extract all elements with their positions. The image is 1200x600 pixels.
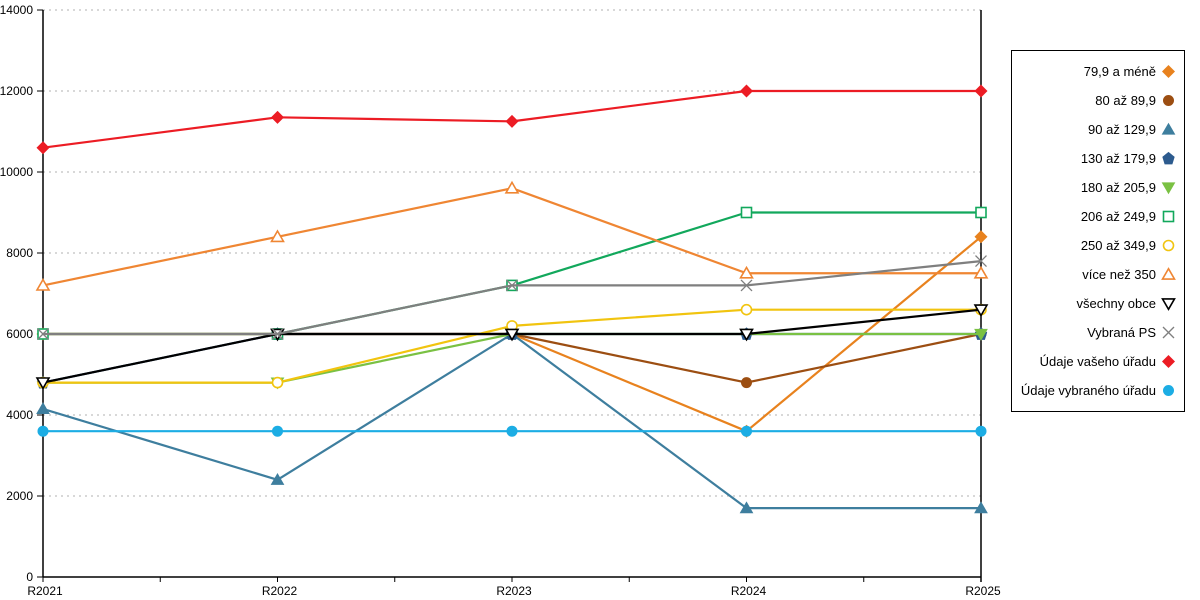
legend-item-label: 180 až 205,9 [1080, 180, 1156, 195]
legend-item-1[interactable]: 79,9 a méně [1016, 57, 1176, 86]
legend-item-11[interactable]: Údaje vašeho úřadu [1016, 347, 1176, 376]
y-tick-label: 12000 [0, 84, 33, 98]
chart-legend: 79,9 a méně 80 až 89,9 90 až 129,9 130 až 1… [1011, 50, 1185, 412]
legend-item-label: 206 až 249,9 [1080, 209, 1156, 224]
data-point-marker [739, 328, 754, 342]
series-7 [37, 303, 987, 389]
diamond-legend-icon [1161, 354, 1176, 369]
legend-item-10[interactable]: Vybraná PS [1016, 318, 1176, 347]
diamond-legend-icon [1161, 64, 1176, 79]
y-tick-label: 10000 [0, 165, 33, 179]
series-line [42, 187, 981, 287]
legend-item-5[interactable]: 180 až 205,9 [1016, 173, 1176, 202]
x-tick-label: R2021 [27, 584, 63, 598]
legend-item-label: 79,9 a méně [1083, 64, 1156, 79]
legend-item-label: Vybraná PS [1087, 325, 1156, 340]
series-3 [36, 327, 988, 514]
y-tick-label: 6000 [6, 327, 33, 341]
data-point-marker [272, 425, 283, 437]
triangle-down-legend-icon [1161, 298, 1176, 311]
data-point-marker [740, 206, 753, 219]
square-legend-icon [1162, 210, 1175, 223]
triangle-up-legend-icon [1161, 122, 1176, 135]
legend-item-12[interactable]: Údaje vybraného úřadu [1016, 376, 1176, 405]
legend-item-8[interactable]: více než 350 [1016, 260, 1176, 289]
data-point-marker [741, 377, 752, 389]
series-9 [35, 304, 989, 391]
legend-item-label: Údaje vybraného úřadu [1020, 383, 1156, 398]
series-12 [37, 425, 987, 437]
data-point-marker [271, 376, 284, 389]
legend-item-3[interactable]: 90 až 129,9 [1016, 115, 1176, 144]
x-tick-label: R2023 [496, 584, 532, 598]
y-tick-label: 8000 [6, 246, 33, 260]
data-point-marker [270, 229, 285, 243]
legend-item-label: 90 až 129,9 [1088, 122, 1156, 137]
data-point-marker [35, 377, 51, 391]
series-line [42, 332, 981, 510]
legend-item-7[interactable]: 250 až 349,9 [1016, 231, 1176, 260]
data-point-marker [504, 180, 520, 194]
x-tick-label: R2022 [262, 584, 298, 598]
legend-item-4[interactable]: 130 až 179,9 [1016, 144, 1176, 173]
data-point-marker [740, 279, 753, 292]
data-point-marker [739, 501, 754, 514]
legend-item-label: 80 až 89,9 [1095, 93, 1156, 108]
legend-item-9[interactable]: všechny obce [1016, 289, 1176, 318]
data-point-marker [975, 425, 987, 437]
data-point-marker [975, 206, 987, 219]
data-point-marker [37, 425, 49, 437]
x-tick-label: R2025 [965, 584, 1001, 598]
series-11 [36, 84, 988, 155]
data-point-marker [973, 265, 989, 279]
y-tick-label: 0 [26, 570, 33, 584]
data-point-marker [975, 255, 987, 268]
circle-legend-icon [1163, 385, 1174, 396]
circle-legend-icon [1163, 95, 1174, 106]
y-tick-label: 4000 [6, 408, 33, 422]
legend-item-label: Údaje vašeho úřadu [1039, 354, 1156, 369]
data-point-marker [35, 277, 51, 291]
data-point-marker [974, 84, 988, 98]
data-point-marker [974, 501, 988, 514]
data-point-marker [504, 328, 520, 342]
data-point-marker [740, 303, 753, 316]
pentagon-legend-icon [1162, 151, 1175, 165]
data-point-marker [506, 425, 518, 437]
data-point-marker [974, 230, 988, 244]
data-point-marker [739, 84, 754, 98]
x-legend-icon [1162, 326, 1175, 339]
series-10 [37, 255, 987, 340]
y-tick-label: 14000 [0, 3, 33, 17]
data-point-marker [271, 328, 284, 340]
data-point-marker [36, 141, 50, 155]
data-point-marker [270, 472, 285, 485]
data-point-marker [741, 425, 752, 437]
legend-item-label: všechny obce [1076, 296, 1157, 311]
series-8 [35, 180, 989, 291]
axes: 0 2000 4000 6000 8000 10000 12000 14000 R2021 R20… [0, 3, 1001, 598]
legend-item-label: více než 350 [1082, 267, 1156, 282]
data-point-marker [37, 328, 49, 340]
x-tick-label: R2024 [731, 584, 767, 598]
triangle-down-legend-icon [1161, 182, 1176, 195]
legend-item-label: 250 až 349,9 [1080, 238, 1156, 253]
data-point-marker [974, 328, 988, 341]
data-point-marker [270, 110, 285, 124]
data-point-marker [973, 304, 989, 318]
triangle-up-legend-icon [1161, 267, 1176, 280]
y-tick-label: 2000 [6, 489, 33, 503]
gridlines [43, 9, 981, 497]
legend-item-6[interactable]: 206 až 249,9 [1016, 202, 1176, 231]
data-point-marker [505, 114, 519, 128]
data-point-marker [36, 402, 50, 415]
circle-legend-icon [1162, 239, 1175, 252]
data-point-marker [739, 265, 754, 279]
legend-item-label: 130 až 179,9 [1080, 151, 1156, 166]
legend-item-2[interactable]: 80 až 89,9 [1016, 86, 1176, 115]
data-point-marker [506, 279, 518, 292]
